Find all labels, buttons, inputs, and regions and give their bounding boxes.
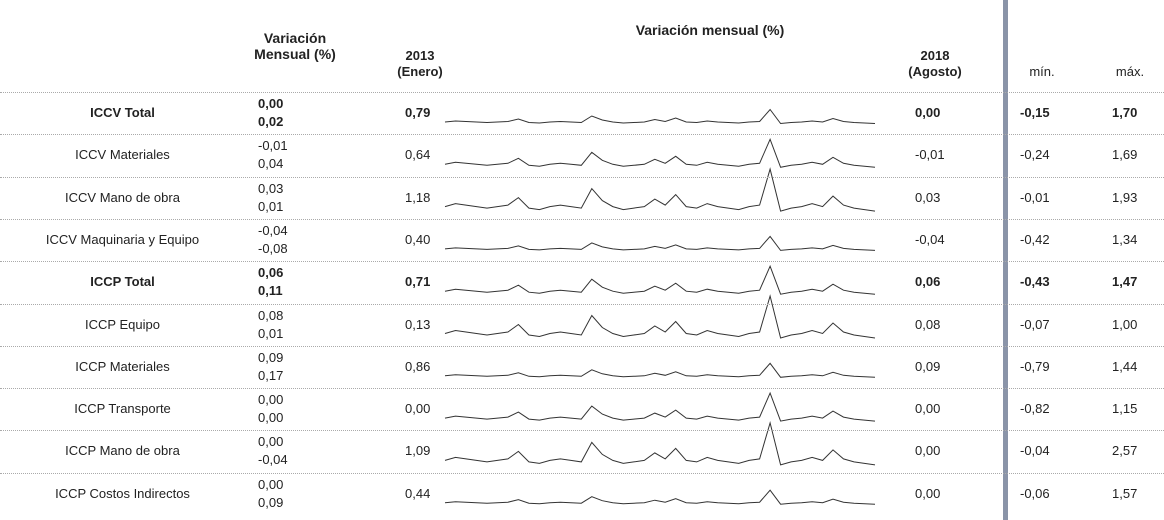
row-line <box>0 430 1164 432</box>
start-value: 0,79 <box>405 105 431 120</box>
start-value: 0,71 <box>405 274 431 290</box>
sparkline <box>444 294 876 339</box>
min-value: -0,82 <box>1020 401 1050 417</box>
end-value: -0,04 <box>915 231 945 247</box>
header-end: 2018 (Agosto) <box>908 48 962 79</box>
min-value: -0,42 <box>1020 231 1050 247</box>
header-start: 2013 (Enero) <box>397 48 443 79</box>
row-line <box>0 472 1164 474</box>
min-value: -0,15 <box>1020 105 1050 120</box>
row-name: ICCP Materiales <box>75 358 170 374</box>
max-value: 1,57 <box>1112 485 1138 501</box>
sparkline <box>444 420 876 466</box>
max-value: 1,15 <box>1112 401 1138 417</box>
header-max: máx. <box>1115 64 1145 79</box>
value-1: -0,01 <box>258 138 288 154</box>
min-value: -0,01 <box>1020 189 1050 205</box>
row-line <box>0 134 1164 136</box>
sparkline <box>444 362 876 378</box>
value-2: 0,11 <box>258 283 283 299</box>
value-1: 0,06 <box>258 265 284 281</box>
end-value: 0,03 <box>915 189 941 205</box>
value-2: -0,04 <box>258 452 288 468</box>
value-2: -0,08 <box>258 240 288 256</box>
value-1: 0,09 <box>258 349 284 365</box>
max-value: 1,47 <box>1112 274 1138 290</box>
min-value: -0,06 <box>1020 485 1050 501</box>
end-value: 0,08 <box>915 316 941 332</box>
sparkline <box>444 235 876 251</box>
sparkline <box>444 489 876 505</box>
start-value: 0,40 <box>405 231 431 247</box>
max-value: 1,00 <box>1112 316 1138 332</box>
max-value: 1,70 <box>1112 105 1138 120</box>
start-value: 0,44 <box>405 485 431 501</box>
max-value: 1,44 <box>1112 358 1138 374</box>
value-2: 0,17 <box>258 367 284 383</box>
end-value: 0,00 <box>915 485 941 501</box>
value-2: 0,00 <box>258 410 284 426</box>
min-value: -0,04 <box>1020 443 1050 459</box>
row-name: ICCP Transporte <box>74 401 171 417</box>
value-1: 0,00 <box>258 392 284 408</box>
value-1: 0,03 <box>258 180 284 196</box>
start-value: 0,86 <box>405 358 431 374</box>
end-value: -0,01 <box>915 147 945 163</box>
sparkline <box>444 391 876 422</box>
row-line <box>0 218 1164 220</box>
row-name: ICCV Materiales <box>75 147 170 163</box>
value-2: 0,09 <box>258 494 284 510</box>
end-value: 0,09 <box>915 358 941 374</box>
header-min: mín. <box>1029 64 1055 79</box>
max-value: 1,93 <box>1112 189 1138 205</box>
max-value: 1,69 <box>1112 147 1138 163</box>
header-trend: Variación mensual (%) <box>635 22 785 38</box>
min-value: -0,43 <box>1020 274 1050 290</box>
row-name: ICCV Mano de obra <box>65 189 180 205</box>
sparkline <box>444 264 876 295</box>
end-value: 0,00 <box>915 443 941 459</box>
value-2: 0,01 <box>258 325 284 341</box>
end-value: 0,00 <box>915 105 941 120</box>
start-value: 0,00 <box>405 401 431 417</box>
row-line <box>0 92 1164 93</box>
value-1: -0,04 <box>258 222 288 238</box>
row-line <box>0 345 1164 347</box>
start-value: 0,13 <box>405 316 431 332</box>
row-line <box>0 388 1164 390</box>
start-value: 0,64 <box>405 147 431 163</box>
header-variation: Variación Mensual (%) <box>254 30 336 62</box>
sparkline <box>444 167 876 212</box>
row-line <box>0 261 1164 263</box>
row-name: ICCP Equipo <box>85 316 160 332</box>
max-value: 1,34 <box>1112 231 1138 247</box>
value-2: 0,02 <box>258 114 284 129</box>
row-name: ICCP Total <box>90 274 155 290</box>
value-1: 0,00 <box>258 476 284 492</box>
row-line <box>0 176 1164 178</box>
min-value: -0,24 <box>1020 147 1050 163</box>
sparkline <box>444 137 876 168</box>
row-name: ICCP Mano de obra <box>65 443 180 459</box>
value-1: 0,08 <box>258 307 284 323</box>
min-value: -0,07 <box>1020 316 1050 332</box>
end-value: 0,06 <box>915 274 941 290</box>
row-name: ICCV Maquinaria y Equipo <box>45 231 200 247</box>
value-2: 0,01 <box>258 198 284 214</box>
start-value: 1,18 <box>405 189 431 205</box>
row-line <box>0 303 1164 305</box>
max-value: 2,57 <box>1112 443 1138 459</box>
row-name: ICCP Costos Indirectos <box>55 485 190 501</box>
start-value: 1,09 <box>405 443 431 459</box>
min-value: -0,79 <box>1020 358 1050 374</box>
value-2: 0,04 <box>258 156 284 172</box>
value-1: 0,00 <box>258 96 284 111</box>
value-1: 0,00 <box>258 434 284 450</box>
row-name: ICCV Total <box>90 105 155 120</box>
sparkline <box>444 108 876 125</box>
end-value: 0,00 <box>915 401 941 417</box>
divider <box>1003 0 1008 520</box>
